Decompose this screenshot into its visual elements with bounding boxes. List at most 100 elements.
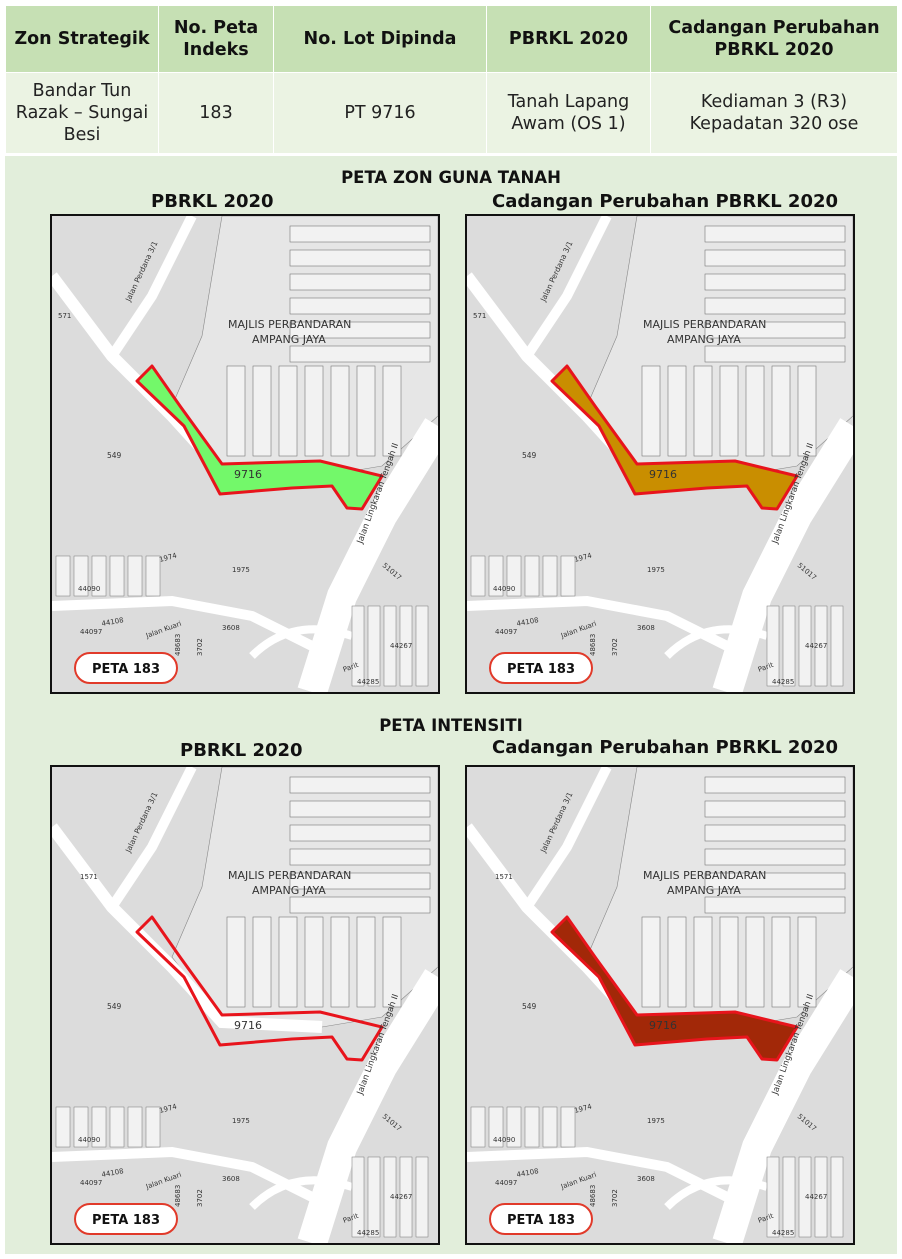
house-rows bbox=[641, 225, 846, 457]
label-lot-44108: 44108 bbox=[101, 1167, 124, 1179]
house-row bbox=[226, 916, 246, 1008]
house-row bbox=[704, 249, 846, 267]
house-row bbox=[798, 605, 812, 687]
header-cadangan-perubahan: Cadangan Perubahan PBRKL 2020 bbox=[650, 5, 898, 73]
label-lot-44285: 44285 bbox=[357, 678, 379, 686]
label-lot-549: 549 bbox=[522, 1002, 537, 1011]
map-title-intensiti-current: PBRKL 2020 bbox=[180, 740, 303, 761]
house-row bbox=[289, 896, 431, 914]
label-lot-44267: 44267 bbox=[390, 642, 412, 650]
house-row bbox=[641, 916, 661, 1008]
house-row bbox=[109, 555, 125, 597]
house-row bbox=[704, 273, 846, 291]
road-north bbox=[522, 767, 612, 910]
label-mpaj: MAJLIS PERBANDARAN bbox=[228, 869, 351, 882]
house-row bbox=[399, 605, 413, 687]
house-row bbox=[252, 365, 272, 457]
label-lot-44285: 44285 bbox=[357, 1229, 379, 1237]
header-no-peta-indeks: No. Peta Indeks bbox=[158, 5, 274, 73]
house-row bbox=[704, 297, 846, 315]
house-row bbox=[383, 1156, 397, 1238]
house-row bbox=[667, 916, 687, 1008]
lot-9716-parcel bbox=[550, 915, 799, 1062]
house-row bbox=[289, 776, 431, 794]
house-row bbox=[356, 916, 376, 1008]
map-zon-proposed: MAJLIS PERBANDARAN AMPANG JAYA 9716 Jalan P… bbox=[465, 214, 855, 694]
house-row bbox=[560, 555, 576, 597]
house-row bbox=[704, 896, 846, 914]
house-row bbox=[719, 916, 739, 1008]
label-lot-48683: 48683 bbox=[589, 634, 597, 656]
house-row bbox=[289, 225, 431, 243]
road-interchange bbox=[249, 625, 354, 659]
house-row bbox=[55, 1106, 71, 1148]
house-row bbox=[542, 555, 558, 597]
house-row bbox=[506, 555, 522, 597]
house-row bbox=[289, 872, 431, 890]
header-pbrkl-2020: PBRKL 2020 bbox=[486, 5, 651, 73]
house-row bbox=[488, 1106, 504, 1148]
label-lot-44097: 44097 bbox=[495, 628, 517, 636]
label-lot-48683: 48683 bbox=[174, 634, 182, 656]
label-lot-9716: 9716 bbox=[649, 468, 677, 481]
house-row bbox=[745, 365, 765, 457]
label-lot-3702: 3702 bbox=[611, 1189, 619, 1207]
label-mpaj: AMPANG JAYA bbox=[667, 333, 741, 346]
label-lot-549: 549 bbox=[107, 451, 122, 460]
label-lot-44097: 44097 bbox=[495, 1179, 517, 1187]
house-row bbox=[415, 1156, 429, 1238]
label-lot-44097: 44097 bbox=[80, 1179, 102, 1187]
house-row bbox=[704, 872, 846, 890]
label-mpaj: MAJLIS PERBANDARAN bbox=[643, 318, 766, 331]
map-title-zon-proposed: Cadangan Perubahan PBRKL 2020 bbox=[492, 191, 839, 212]
peta-badge: PETA 183 bbox=[74, 652, 178, 684]
house-row bbox=[693, 365, 713, 457]
label-lot-9716: 9716 bbox=[234, 1019, 262, 1032]
label-lot-549: 549 bbox=[522, 451, 537, 460]
house-rows bbox=[641, 776, 846, 1008]
road-jalan-kuari bbox=[467, 1146, 730, 1202]
label-mpaj: MAJLIS PERBANDARAN bbox=[643, 869, 766, 882]
house-row bbox=[542, 1106, 558, 1148]
label-mpaj: AMPANG JAYA bbox=[252, 884, 326, 897]
label-lot-9716: 9716 bbox=[649, 1019, 677, 1032]
peta-badge: PETA 183 bbox=[489, 652, 593, 684]
label-lot-44285: 44285 bbox=[772, 678, 794, 686]
label-lot-44097: 44097 bbox=[80, 628, 102, 636]
house-row bbox=[704, 321, 846, 339]
label-lot-44267: 44267 bbox=[805, 642, 827, 650]
label-lot-3608: 3608 bbox=[637, 624, 655, 632]
label-lot-3702: 3702 bbox=[196, 638, 204, 656]
house-row bbox=[797, 365, 817, 457]
label-lot-44108: 44108 bbox=[101, 616, 124, 628]
house-row bbox=[830, 605, 844, 687]
house-row bbox=[506, 1106, 522, 1148]
house-row bbox=[782, 605, 796, 687]
house-row bbox=[766, 605, 780, 687]
peta-badge: PETA 183 bbox=[74, 1203, 178, 1235]
house-row bbox=[704, 848, 846, 866]
house-row bbox=[109, 1106, 125, 1148]
house-row bbox=[470, 555, 486, 597]
house-row bbox=[304, 365, 324, 457]
house-rows bbox=[226, 225, 431, 457]
house-row bbox=[330, 916, 350, 1008]
house-row bbox=[745, 916, 765, 1008]
road-jalan-kuari bbox=[467, 595, 730, 651]
label-lot-3702: 3702 bbox=[611, 638, 619, 656]
label-lot-44267: 44267 bbox=[390, 1193, 412, 1201]
house-row bbox=[289, 848, 431, 866]
map-panel: PETA ZON GUNA TANAH PBRKL 2020 Cadangan … bbox=[5, 156, 897, 1254]
house-row bbox=[704, 776, 846, 794]
house-row bbox=[289, 800, 431, 818]
house-row bbox=[382, 916, 402, 1008]
house-row bbox=[771, 365, 791, 457]
label-lot-1975: 1975 bbox=[232, 1117, 250, 1125]
table-header-row: Zon Strategik No. Peta Indeks No. Lot Di… bbox=[5, 5, 898, 73]
road-interchange bbox=[664, 625, 769, 659]
house-row bbox=[488, 555, 504, 597]
label-mpaj: AMPANG JAYA bbox=[667, 884, 741, 897]
house-row bbox=[470, 1106, 486, 1148]
